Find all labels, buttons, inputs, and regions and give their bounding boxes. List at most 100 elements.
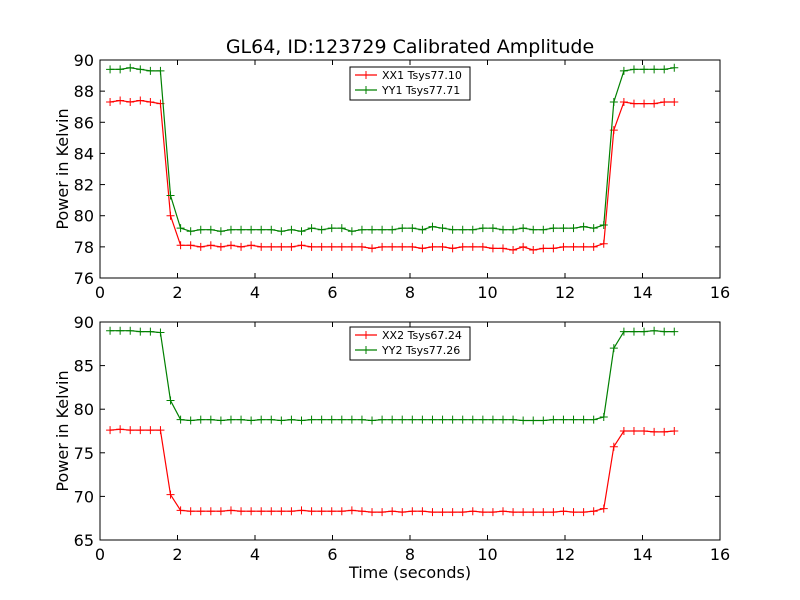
data-point [146,426,155,435]
x-tick-label: 2 [172,283,182,302]
x-tick-label: 14 [632,283,652,302]
data-point [398,224,407,233]
data-point [206,241,215,250]
data-point [327,242,336,251]
data-point [347,415,356,424]
data-point [156,66,165,75]
data-point [226,241,235,250]
data-point [237,507,246,516]
data-point [619,66,628,75]
data-point [388,242,397,251]
data-point [388,507,397,516]
top-subplot: 0 2 4 6 8 10 12 14 16 76 78 80 82 84 86 88 90 Power in Ke… [53,51,730,302]
data-point [519,242,528,251]
data-point [559,224,568,233]
data-point [357,415,366,424]
data-point [206,415,215,424]
x-tick-label: 10 [477,545,497,564]
data-point [529,245,538,254]
data-point [257,242,266,251]
data-point [357,242,366,251]
legend-swatch-marker [362,86,370,94]
y-tick-label: 80 [74,207,94,226]
data-point [307,224,316,233]
data-point [499,225,507,234]
data-point [559,242,568,251]
data-point [650,65,659,74]
x-tick-label: 8 [405,545,415,564]
y-tick-label: 76 [74,269,94,288]
data-point [468,415,477,424]
data-point [640,327,649,336]
data-point [569,242,578,251]
data-point [156,328,165,337]
data-point [307,242,316,251]
x-axis-title: Time (seconds) [348,563,471,582]
data-point [599,221,608,230]
data-point [418,244,427,253]
data-point [166,211,175,220]
data-point [589,415,598,424]
data-point [549,508,558,517]
data-point [579,222,588,231]
data-point [126,63,135,72]
y-axis-title: Power in Kelvin [53,108,72,229]
data-point [267,415,276,424]
data-point [428,415,437,424]
data-point [196,415,205,424]
data-point [166,191,175,200]
data-point [619,427,628,435]
data-point [267,242,276,251]
data-point [549,415,558,424]
y-tick-label: 84 [74,144,94,163]
data-point [357,225,366,234]
data-point [418,507,427,516]
data-point [499,507,507,516]
data-point [146,98,155,107]
data-point [418,225,427,234]
data-point [106,326,115,335]
data-point [539,508,548,517]
y-tick-label: 86 [74,113,94,132]
data-point [599,239,608,248]
x-tick-label: 12 [555,283,575,302]
data-point [619,98,628,107]
legend-swatch-marker [362,346,370,354]
data-point [176,224,185,233]
data-point [287,415,296,424]
data-point [267,225,276,234]
data-point [499,415,507,424]
data-point [438,415,447,424]
data-point [378,508,387,517]
legend: XX1 Tsys77.10 YY1 Tsys77.71 [349,66,471,101]
data-point [216,416,225,425]
x-tick-label: 8 [405,283,415,302]
data-point [327,224,336,233]
data-point [287,507,296,516]
data-point [357,507,366,516]
data-point [206,225,215,234]
data-point [388,225,397,234]
data-point [569,508,578,517]
data-point [337,507,346,516]
y-tick-label: 65 [74,531,94,550]
data-point [126,98,135,107]
data-point [629,99,638,108]
data-point [468,225,477,234]
y-tick-label: 85 [74,357,94,376]
data-point [277,242,286,251]
data-point [136,327,145,336]
legend-box [349,66,471,101]
data-point [247,507,256,516]
data-point [509,245,518,254]
data-point [368,416,377,425]
data-point [116,425,125,434]
y-tick-label: 75 [74,444,94,463]
data-point [448,415,457,424]
y-tick-label: 82 [74,176,94,195]
data-point [589,242,598,251]
data-point [317,242,326,251]
data-point [196,507,205,516]
data-point [206,507,215,516]
data-point [176,241,185,250]
